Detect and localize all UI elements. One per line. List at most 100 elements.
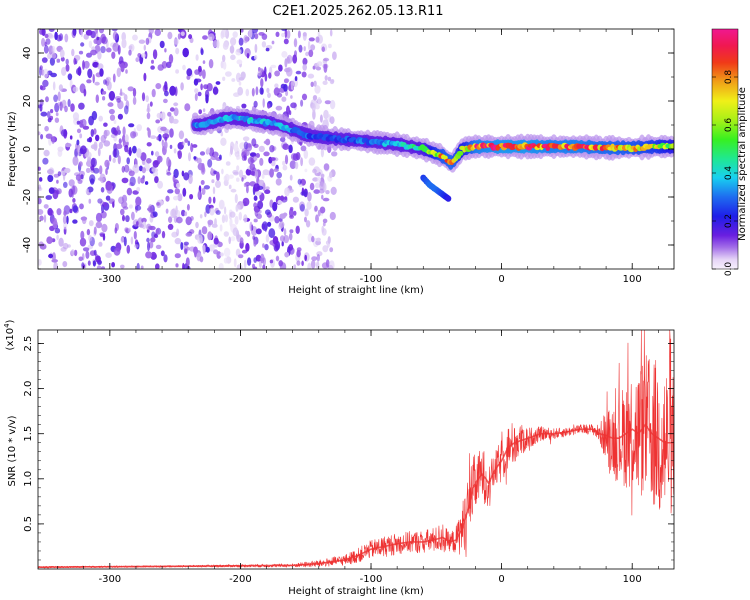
noise-blob — [223, 175, 227, 182]
noise-blob — [124, 144, 129, 153]
noise-blob — [147, 103, 150, 113]
y-tick-label: 0.5 — [23, 516, 34, 532]
noise-blob — [223, 206, 227, 215]
noise-blob — [117, 155, 121, 165]
noise-blob — [203, 185, 210, 190]
noise-blob — [307, 191, 312, 202]
noise-blob — [128, 146, 132, 157]
noise-blob — [293, 264, 297, 269]
noise-blob — [233, 142, 239, 153]
noise-blob — [219, 199, 225, 210]
noise-blob — [258, 145, 265, 153]
noise-blob — [161, 230, 166, 239]
noise-blob — [113, 119, 117, 124]
noise-blob — [45, 38, 51, 45]
noise-blob — [264, 66, 267, 75]
noise-blob — [213, 249, 219, 255]
noise-blob — [176, 228, 180, 237]
noise-blob — [39, 85, 43, 90]
noise-blob — [47, 169, 54, 175]
noise-blob — [305, 220, 311, 228]
noise-blob — [208, 59, 214, 69]
snr-ylabel: SNR (10 * v/v) — [7, 415, 18, 486]
noise-blob — [132, 164, 140, 174]
noise-blob — [308, 37, 315, 42]
noise-blob — [102, 233, 106, 241]
x-tick-label: -100 — [360, 274, 383, 285]
noise-blob — [147, 128, 151, 138]
noise-blob — [205, 246, 210, 253]
noise-blob — [86, 228, 91, 236]
noise-blob — [269, 168, 274, 178]
snr-panel: -300 -200 -100 0 100 0.5 1.0 1.5 2.0 2.5 Height o… — [3, 319, 675, 597]
noise-blob — [266, 87, 270, 93]
noise-blob — [209, 207, 215, 216]
noise-blob — [92, 61, 99, 68]
noise-blob — [249, 163, 256, 171]
noise-blob — [135, 57, 140, 63]
noise-blob — [139, 223, 144, 229]
noise-blob — [98, 29, 105, 34]
noise-blob — [255, 86, 259, 96]
noise-blob — [40, 111, 48, 117]
noise-blob — [160, 250, 165, 257]
noise-blob — [109, 114, 116, 121]
noise-blob — [157, 134, 162, 142]
noise-blob — [60, 129, 68, 137]
noise-blob — [41, 57, 48, 63]
noise-blob — [329, 99, 336, 110]
noise-blob — [43, 45, 49, 54]
snr-multiplier-exponent: 4 — [3, 323, 11, 328]
noise-blob — [198, 109, 202, 115]
noise-blob — [146, 112, 151, 120]
noise-blob — [103, 140, 111, 147]
noise-blob — [68, 179, 75, 187]
noise-blob — [95, 43, 101, 54]
noise-blob — [80, 145, 87, 155]
x-tick-label: -100 — [360, 574, 383, 585]
noise-blob — [65, 143, 72, 148]
noise-blob — [310, 44, 316, 51]
noise-blob — [279, 235, 285, 242]
noise-blob — [178, 130, 185, 140]
noise-blob — [47, 207, 53, 216]
noise-blob — [184, 103, 191, 112]
noise-blob — [99, 68, 104, 77]
noise-blob — [88, 220, 94, 227]
noise-blob — [141, 217, 147, 223]
noise-blob — [199, 256, 204, 263]
noise-blob — [146, 158, 152, 164]
noise-blob — [155, 119, 161, 124]
noise-blob — [76, 67, 82, 76]
noise-blob — [90, 157, 97, 168]
noise-blob — [197, 189, 201, 199]
noise-blob — [303, 149, 309, 159]
noise-blob — [38, 197, 42, 205]
noise-blob — [322, 218, 328, 224]
noise-blob — [97, 198, 103, 204]
noise-blob — [112, 157, 116, 164]
noise-blob — [330, 186, 337, 195]
noise-blob — [182, 64, 186, 71]
noise-blob — [329, 260, 335, 269]
noise-blob — [243, 141, 249, 150]
noise-blob — [81, 253, 85, 261]
noise-blob — [321, 194, 324, 200]
noise-blob — [282, 164, 288, 171]
noise-blob — [253, 218, 258, 223]
noise-blob — [218, 263, 224, 269]
noise-blob — [248, 29, 253, 38]
noise-blob — [126, 244, 131, 254]
noise-blob — [225, 71, 232, 77]
noise-blob — [300, 145, 307, 152]
noise-blob — [222, 61, 227, 70]
noise-blob — [277, 199, 283, 205]
noise-blob — [239, 237, 244, 244]
noise-blob — [136, 148, 142, 158]
noise-blob — [63, 181, 68, 188]
noise-blob — [58, 84, 64, 92]
noise-blob — [200, 180, 205, 185]
noise-blob — [122, 214, 125, 222]
noise-blob — [95, 134, 100, 142]
noise-blob — [145, 95, 149, 103]
